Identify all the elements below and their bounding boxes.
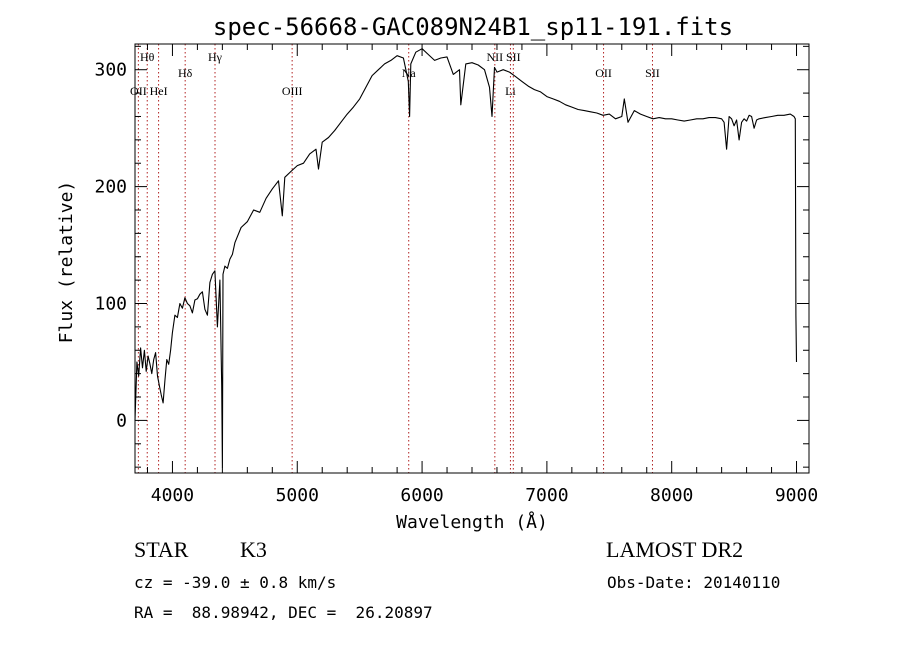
- y-tick-label: 100: [94, 294, 127, 315]
- line-marker-label: SII: [645, 66, 660, 80]
- x-tick-label: 4000: [151, 485, 194, 506]
- line-marker-label: NII: [487, 50, 504, 64]
- x-tick-label: 9000: [775, 485, 818, 506]
- line-marker-label: OII: [130, 84, 147, 98]
- line-marker-label: SII: [506, 50, 521, 64]
- object-class: STAR: [134, 537, 189, 562]
- coordinates: RA = 88.98942, DEC = 26.20897: [134, 603, 433, 622]
- y-axis-label: Flux (relative): [56, 181, 77, 344]
- y-tick-label: 200: [94, 177, 127, 198]
- x-tick-label: 7000: [525, 485, 568, 506]
- observation-date: Obs-Date: 20140110: [607, 573, 781, 592]
- x-tick-label: 5000: [276, 485, 319, 506]
- x-tick-label: 6000: [400, 485, 443, 506]
- line-marker-label: OIII: [282, 84, 303, 98]
- line-marker-label: Li: [505, 84, 516, 98]
- line-marker-label: HeI: [150, 84, 168, 98]
- survey-name: LAMOST DR2: [606, 537, 744, 562]
- spectrum-line: [134, 48, 798, 468]
- y-tick-label: 300: [94, 60, 127, 81]
- spectrum-series: [134, 48, 798, 468]
- line-marker-label: OII: [595, 66, 612, 80]
- plot-frame: [134, 43, 810, 474]
- line-marker-label: Na: [402, 66, 417, 80]
- chart-title: spec-56668-GAC089N24B1_sp11-191.fits: [213, 13, 733, 41]
- object-subclass: K3: [240, 537, 267, 562]
- line-marker-label: Hθ: [140, 50, 155, 64]
- axis-ticks: [135, 44, 809, 473]
- axis-tick-labels: 4000 5000 6000 7000 8000 9000 0 100 200 300: [94, 60, 818, 506]
- y-tick-label: 0: [116, 410, 127, 431]
- x-tick-label: 8000: [650, 485, 693, 506]
- line-marker-label: Hγ: [208, 50, 223, 64]
- x-axis-label: Wavelength (Å): [396, 511, 548, 533]
- redshift-value: cz = -39.0 ± 0.8 km/s: [134, 573, 337, 592]
- line-marker-label: Hδ: [178, 66, 193, 80]
